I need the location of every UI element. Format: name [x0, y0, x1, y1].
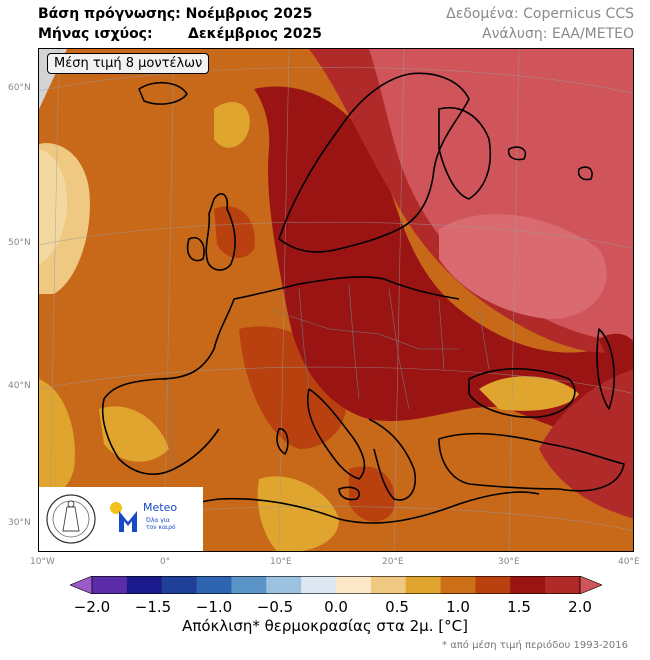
- valid-label: Μήνας ισχύος:: [38, 26, 153, 42]
- analysis-credit: Ανάλυση: ΕΑΑ/METEO: [482, 26, 634, 42]
- lon-label-40e: 40°E: [618, 557, 640, 567]
- colorbar-bin: [370, 576, 407, 594]
- colorbar-bin: [440, 576, 476, 594]
- data-source: Δεδομένα: Copernicus CCS: [446, 6, 634, 22]
- colorbar-tick-label: 0.5: [385, 598, 409, 616]
- colorbar-bin: [545, 576, 581, 594]
- anomaly-pink-russia: [439, 214, 607, 319]
- credits: Δεδομένα: Copernicus CCS Ανάλυση: ΕΑΑ/ME…: [446, 4, 634, 44]
- colorbar: [70, 576, 602, 594]
- colorbar-bin: [336, 576, 372, 594]
- colorbar-tick-label: 1.5: [507, 598, 531, 616]
- colorbar-label: Απόκλιση* θερμοκρασίας στα 2μ. [°C]: [182, 617, 468, 635]
- colorbar-bin: [161, 576, 198, 594]
- lon-label-10e: 10°E: [270, 557, 292, 567]
- lat-label-50n: 50°N: [8, 238, 31, 248]
- anomaly-light-atlantic: [39, 149, 68, 264]
- colorbar-bin: [475, 576, 511, 594]
- valid-value: Δεκέμβριος 2025: [188, 26, 322, 42]
- lat-label-30n: 30°N: [8, 518, 31, 528]
- forecast-header: Βάση πρόγνωσης: Νοέμβριος 2025 Μήνας ισχ…: [38, 4, 322, 44]
- anomaly-yellow-iceland: [214, 101, 250, 148]
- colorbar-bin: [510, 576, 546, 594]
- map-canvas: [39, 49, 633, 551]
- lat-label-60n: 60°N: [8, 83, 31, 93]
- meteo-m-icon: [119, 511, 137, 532]
- logo-tagline: Όλα για τον καιρό: [146, 517, 176, 531]
- colorbar-bin: [196, 576, 232, 594]
- colorbar-ticks: −2.0 −1.5 −1.0 −0.5 0.0 0.5 1.0 1.5 2.0: [0, 598, 650, 616]
- anomaly-map: Μέση τιμή 8 μοντέλων Meteo Όλα για τον κ…: [38, 48, 634, 552]
- colorbar-bin: [126, 576, 163, 594]
- colorbar-bin: [301, 576, 337, 594]
- sun-icon: [110, 502, 122, 514]
- base-label: Βάση πρόγνωσης:: [38, 6, 181, 22]
- model-mean-badge: Μέση τιμή 8 μοντέλων: [47, 53, 210, 74]
- anomaly-yellow-blacksea: [479, 376, 579, 411]
- lon-label-10w: 10°W: [30, 557, 55, 567]
- lat-label-40n: 40°N: [8, 381, 31, 391]
- colorbar-tick-label: −0.5: [256, 598, 294, 616]
- anomaly-yellow-azores: [39, 379, 75, 496]
- lon-label-20e: 20°E: [382, 557, 404, 567]
- base-value: Νοέμβριος 2025: [185, 6, 313, 22]
- country-borders: [168, 283, 490, 470]
- colorbar-tick-label: −1.0: [195, 598, 233, 616]
- colorbar-tick-label: 2.0: [568, 598, 592, 616]
- anomaly-darkred-band: [254, 86, 633, 438]
- anomaly-yellow-africa: [257, 476, 339, 551]
- anomaly-yellow-iberia: [99, 406, 169, 462]
- logo-name: Meteo: [143, 501, 178, 514]
- logo-panel: Meteo Όλα για τον καιρό: [39, 487, 203, 551]
- lon-label-30e: 30°E: [498, 557, 520, 567]
- colorbar-extend-low: [70, 576, 93, 594]
- lon-label-0: 0°: [160, 557, 171, 567]
- colorbar-frame: [91, 576, 581, 594]
- logo-graphic: [46, 494, 137, 544]
- colorbar-bin: [231, 576, 267, 594]
- observatory-seal: [46, 494, 96, 544]
- colorbar-tick-label: 0.0: [324, 598, 348, 616]
- coastlines: [98, 72, 625, 550]
- colorbar-tick-label: 1.0: [446, 598, 470, 616]
- colorbar-bin: [405, 576, 442, 594]
- colorbar-extend-high: [579, 576, 602, 594]
- colorbar-tick-label: −1.5: [134, 598, 172, 616]
- colorbar-bin: [92, 576, 128, 594]
- footnote: * από μέση τιμή περιόδου 1993-2016: [442, 640, 628, 651]
- colorbar-bin: [266, 576, 302, 594]
- colorbar-tick-label: −2.0: [73, 598, 111, 616]
